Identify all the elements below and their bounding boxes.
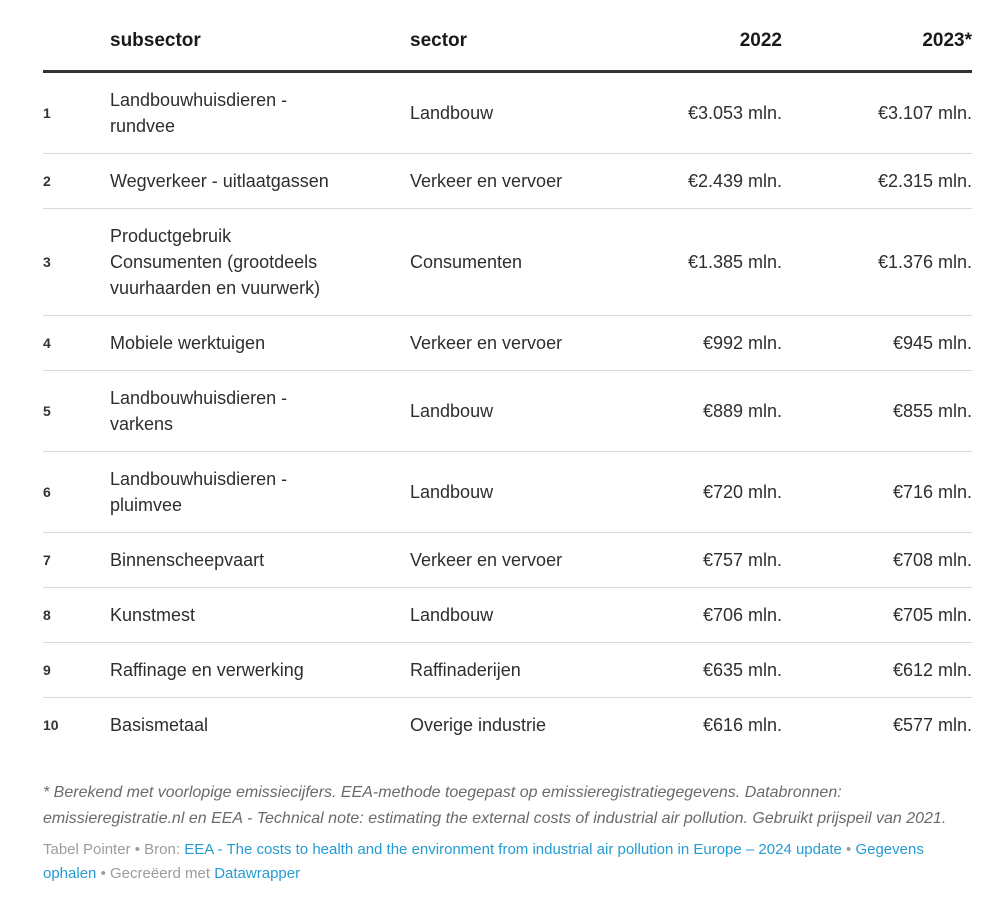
cell-subsector: Landbouwhuisdieren - pluimvee (110, 451, 410, 533)
cell-y2023: €612 mln. (782, 642, 972, 698)
cell-rank: 2 (43, 153, 110, 209)
cell-subsector: Binnenscheepvaart (110, 532, 410, 588)
cell-rank: 8 (43, 587, 110, 643)
cell-y2022: €889 mln. (622, 370, 782, 452)
table-row: 10 Basismetaal Overige industrie €616 mln. €… (43, 698, 972, 753)
cell-sector: Verkeer en vervoer (410, 532, 622, 588)
cell-rank: 9 (43, 642, 110, 698)
table-row: 2 Wegverkeer - uitlaatgassen Verkeer en ve… (43, 153, 972, 209)
table-row: 9 Raffinage en verwerking Raffinaderijen €6… (43, 642, 972, 698)
cell-subsector: Wegverkeer - uitlaatgassen (110, 153, 410, 209)
cell-subsector: Basismetaal (110, 715, 209, 735)
cell-sector: Landbouw (410, 370, 622, 452)
cell-y2023: €945 mln. (782, 315, 972, 371)
footnote: * Berekend met voorlopige emissiecijfers… (43, 784, 947, 827)
datawrapper-table-embed: subsector sector 2022 2023* 1 Landbouwhuisdi… (43, 0, 972, 886)
cell-rank: 10 (43, 717, 59, 733)
cell-subsector: Landbouwhuisdieren - rundvee (110, 71, 410, 154)
separator-dot: • (100, 865, 106, 882)
cell-rank: 7 (43, 532, 110, 588)
cell-y2022: €2.439 mln. (622, 153, 782, 209)
datawrapper-link[interactable]: Datawrapper (214, 865, 301, 882)
table-row: 7 Binnenscheepvaart Verkeer en vervoer €757… (43, 532, 972, 588)
byline: Tabel Pointer (43, 841, 131, 858)
table-header-row: subsector sector 2022 2023* (43, 0, 972, 73)
get-data-link[interactable]: Gegevens ophalen (43, 841, 924, 882)
cell-sector: Verkeer en vervoer (410, 153, 622, 209)
cell-y2022: €720 mln. (622, 451, 782, 533)
table-body: 1 Landbouwhuisdieren - rundvee Landbouw €3.… (43, 71, 972, 753)
cell-y2022: €616 mln. (702, 715, 782, 735)
source-label: Bron: (144, 841, 181, 858)
table-row: 4 Mobiele werktuigen Verkeer en vervoer €99… (43, 315, 972, 371)
cell-sector: Landbouw (410, 587, 622, 643)
cell-rank: 1 (43, 71, 110, 154)
costs-table: subsector sector 2022 2023* 1 Landbouwhuisdi… (43, 0, 972, 752)
cell-subsector: Productgebruik Consumenten (grootdeels v… (110, 208, 410, 316)
cell-rank: 4 (43, 315, 110, 371)
cell-subsector: Raffinage en verwerking (110, 642, 410, 698)
cell-y2022: €757 mln. (622, 532, 782, 588)
cell-y2023: €708 mln. (782, 532, 972, 588)
cell-y2023: €577 mln. (892, 715, 972, 735)
column-header-subsector: subsector (110, 0, 410, 73)
cell-rank: 3 (43, 208, 110, 316)
cell-y2023: €716 mln. (782, 451, 972, 533)
cell-sector: Raffinaderijen (410, 642, 622, 698)
source-link[interactable]: EEA - The costs to health and the enviro… (184, 841, 842, 858)
cell-y2022: €3.053 mln. (622, 71, 782, 154)
cell-y2023: €855 mln. (782, 370, 972, 452)
cell-sector: Verkeer en vervoer (410, 315, 622, 371)
cell-subsector: Kunstmest (110, 587, 410, 643)
cell-subsector: Landbouwhuisdieren - varkens (110, 370, 410, 452)
column-header-sector: sector (410, 0, 622, 73)
cell-sector: Overige industrie (410, 715, 547, 735)
cell-rank: 5 (43, 370, 110, 452)
cell-y2023: €705 mln. (782, 587, 972, 643)
cell-y2022: €706 mln. (622, 587, 782, 643)
separator-dot: • (134, 841, 140, 858)
table-row: 1 Landbouwhuisdieren - rundvee Landbouw €3.… (43, 71, 972, 154)
column-header-y2023: 2023* (782, 0, 972, 73)
cell-subsector: Mobiele werktuigen (110, 315, 410, 371)
table-row: 3 Productgebruik Consumenten (grootdeels … (43, 208, 972, 316)
table-row: 5 Landbouwhuisdieren - varkens Landbouw €88… (43, 370, 972, 452)
cell-sector: Landbouw (410, 71, 622, 154)
table-row: 6 Landbouwhuisdieren - pluimvee Landbouw €7… (43, 451, 972, 533)
cell-y2023: €3.107 mln. (782, 71, 972, 154)
cell-sector: Consumenten (410, 208, 622, 316)
table-row: 8 Kunstmest Landbouw €706 mln. €705 mln. (43, 587, 972, 643)
column-header-rank (43, 0, 110, 73)
attribution-line: Tabel Pointer • Bron: EEA - The costs to… (43, 838, 972, 886)
column-header-y2022: 2022 (622, 0, 782, 73)
cell-y2022: €635 mln. (622, 642, 782, 698)
cell-y2022: €992 mln. (622, 315, 782, 371)
cell-sector: Landbouw (410, 451, 622, 533)
cell-y2023: €1.376 mln. (782, 208, 972, 316)
separator-dot: • (846, 841, 852, 858)
created-with-label: Gecreëerd met (110, 865, 211, 882)
cell-rank: 6 (43, 451, 110, 533)
cell-y2022: €1.385 mln. (622, 208, 782, 316)
cell-y2023: €2.315 mln. (782, 153, 972, 209)
